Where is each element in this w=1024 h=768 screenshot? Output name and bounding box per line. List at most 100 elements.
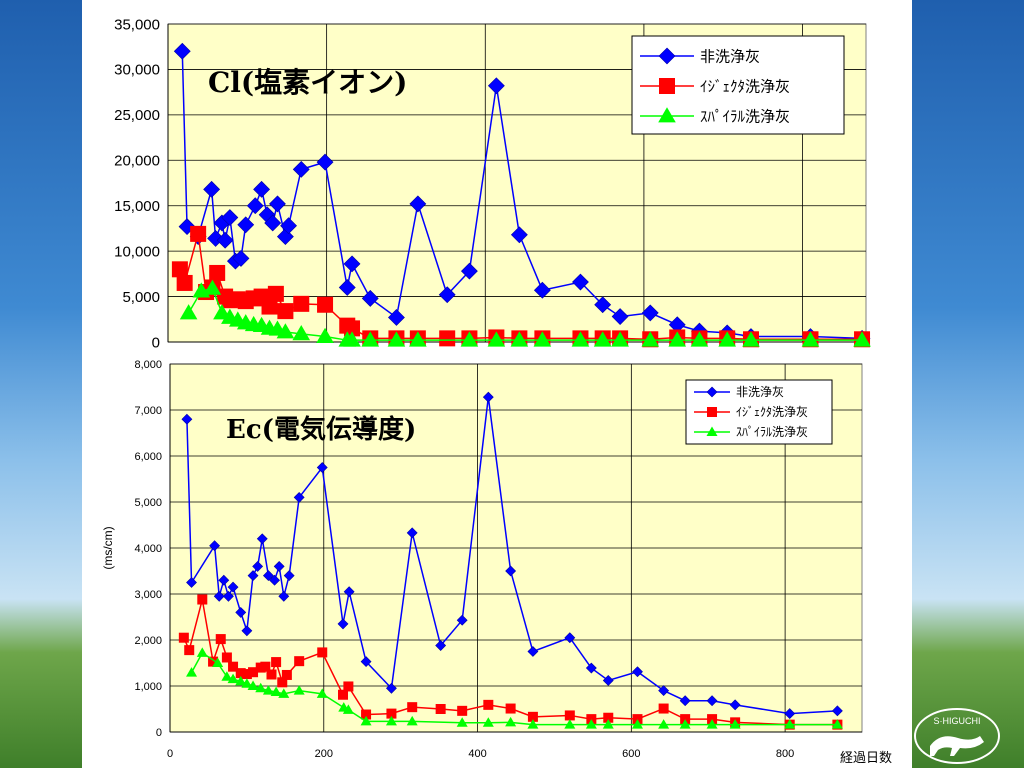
data-point [483,699,494,710]
data-point [280,217,297,235]
data-point [221,652,232,663]
data-point [276,323,295,339]
data-point [277,303,294,320]
data-point [602,719,614,729]
data-point [252,560,264,572]
data-point [278,590,290,602]
y-tick-label: 1,000 [134,681,162,693]
data-point [235,606,247,618]
data-point [281,669,292,680]
data-point [706,719,718,729]
data-point [679,719,691,729]
legend-label: ｽﾊﾟｲﾗﾙ洗浄灰 [700,108,790,125]
data-point [460,262,478,280]
data-point [292,160,310,178]
x-tick-label: 600 [622,748,640,760]
data-point [316,462,328,473]
data-point [801,331,820,347]
data-point [203,180,221,198]
data-point [209,264,226,281]
y-tick-label: 7,000 [134,405,162,417]
legend-label: ｲｼﾞｪｸﾀ洗浄灰 [700,78,790,95]
data-point [361,331,380,347]
x-tick-label: 800 [776,748,794,760]
y-tick-label: 3,000 [134,589,162,601]
chart-ec: 0 1,000 2,000 3,000 4,000 5,000 6,000 7,000 8,00… [101,359,892,765]
data-point [278,688,290,698]
legend-label: 非洗浄灰 [736,385,784,399]
y-tick-label: 35,000 [114,16,160,33]
data-point [213,590,225,602]
data-point [343,331,361,347]
data-point [658,719,670,729]
data-point [264,214,282,232]
data-point [237,216,255,234]
data-point [572,273,589,291]
data-point [271,657,282,668]
data-point [460,331,479,347]
data-point [235,668,246,679]
data-point [283,570,295,582]
data-point [227,581,239,593]
data-point [406,715,418,726]
data-point [784,719,796,729]
data-point [632,666,643,678]
data-point [706,695,718,707]
series-2 [179,279,871,347]
legend-marker [707,407,717,417]
legend: 非洗浄灰 ｲｼﾞｪｸﾀ洗浄灰 ｽﾊﾟｲﾗﾙ洗浄灰 [685,379,833,445]
data-point [361,709,372,720]
data-point [641,304,659,322]
y-tick-label: 20,000 [114,153,160,170]
data-point [533,281,551,299]
y-axis-label: (ms/cm) [101,526,115,569]
data-point [658,685,670,697]
data-point [386,708,397,719]
data-point [831,705,843,717]
data-point [255,682,267,693]
data-point [407,702,418,713]
data-point [248,667,259,678]
y-tick-label: 8,000 [134,359,162,371]
data-point [241,678,253,688]
data-point [273,560,285,572]
data-point [406,527,418,539]
data-point [203,279,222,295]
data-point [316,327,334,343]
data-point [337,618,349,630]
data-point [571,331,590,347]
data-point [247,680,259,690]
data-point [176,274,193,291]
data-point [527,719,539,729]
data-point [262,685,274,695]
data-point [482,717,494,727]
data-point [253,180,271,198]
legend-marker [706,426,718,436]
data-point [409,195,427,213]
data-point [585,662,597,674]
data-point [186,577,197,588]
data-point [361,289,379,307]
data-point [344,320,361,337]
data-point [585,719,597,729]
data-point [510,331,529,347]
data-point [343,255,361,273]
data-point [294,656,305,667]
data-point [317,647,328,658]
data-point [385,715,397,726]
data-point [658,703,669,714]
data-point [718,331,736,347]
data-point [221,209,239,226]
data-point [261,298,278,315]
data-point [631,719,643,729]
data-point [228,661,239,672]
data-point [603,712,614,723]
data-point [388,309,405,326]
data-point [241,669,252,680]
x-tick-label: 0 [167,748,173,760]
data-point [270,686,282,696]
data-point [269,574,280,586]
data-point [317,296,334,313]
data-point [439,330,456,347]
